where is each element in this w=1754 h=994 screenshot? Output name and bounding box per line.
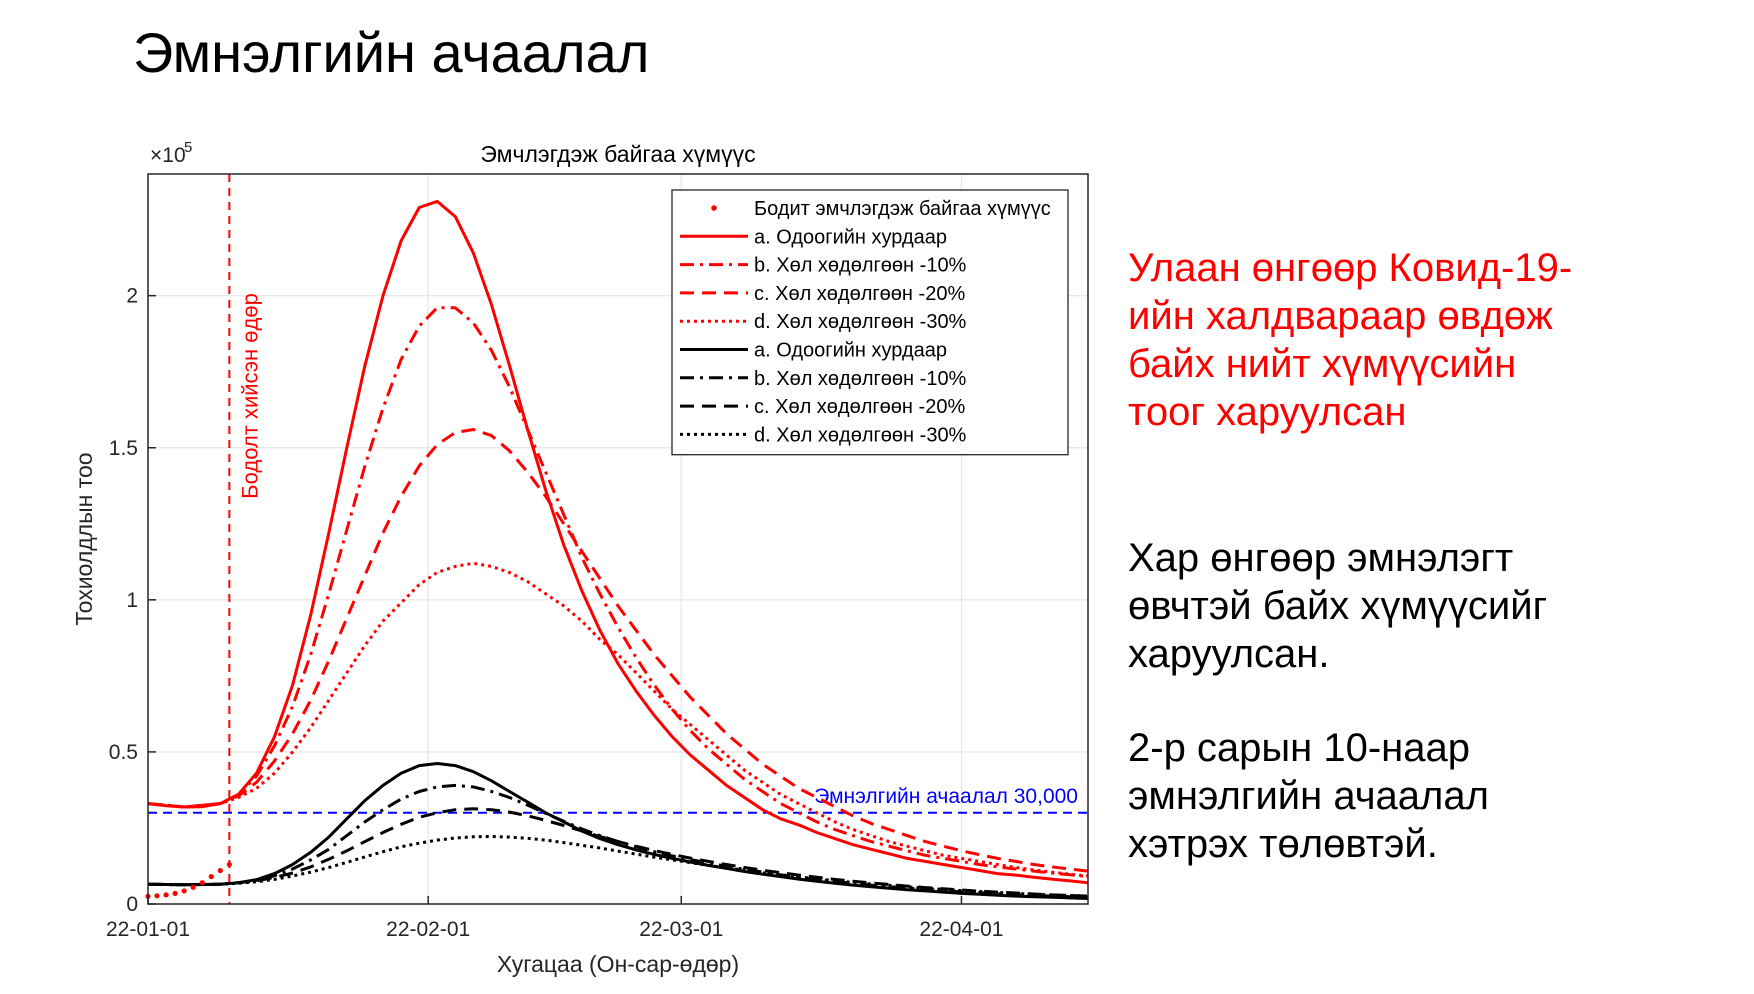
series-line xyxy=(147,306,1089,879)
series-line xyxy=(147,807,1089,898)
y-tick-label: 0.5 xyxy=(109,741,138,764)
side-note-red: Улаан өнгөөр Ковид-19- ийн халдвараар өвд… xyxy=(1128,244,1738,436)
side-note-red-line: ийн халдвараар өвдөж xyxy=(1128,294,1553,338)
y-tick-label: 1 xyxy=(126,589,138,612)
y-exponent-base: ×10 xyxy=(150,144,186,167)
observed-point xyxy=(226,861,232,868)
capacity-label: Эмнэлгийн ачаалал 30,000 xyxy=(814,785,1078,808)
observed-point xyxy=(172,890,178,896)
capacity-line-group: Эмнэлгийн ачаалал 30,000 Бодолт хийсэн өд… xyxy=(148,174,1088,904)
legend-marker xyxy=(711,205,717,211)
observed-point xyxy=(181,888,187,894)
observed-point xyxy=(163,892,169,898)
axes-box xyxy=(147,173,1089,905)
legend-label: d. Хөл хөдөлгөөн -30% xyxy=(754,311,967,333)
x-tick-label: 22-04-01 xyxy=(919,918,1003,941)
side-note-black-2-line: 2-р сарын 10-наар xyxy=(1128,726,1471,770)
series-line xyxy=(147,561,1089,878)
y-axis-label: Тохиолдлын тоо xyxy=(71,452,97,625)
decision-day-label: Бодолт хийсэн өдөр xyxy=(237,293,262,499)
legend: Бодит эмчлэгдэж байгаа хүмүүс a. Одоогийн… xyxy=(671,189,1069,456)
side-note-red-line: тоог харуулсан xyxy=(1128,390,1407,434)
legend-label: d. Хөл хөдөлгөөн -30% xyxy=(754,424,967,446)
side-note-black-2-line: эмнэлгийн ачаалал xyxy=(1128,774,1489,818)
series-lines xyxy=(145,199,1089,900)
x-tick-label: 22-01-01 xyxy=(106,918,190,941)
observed-point xyxy=(154,893,160,899)
y-exponent: ×105 xyxy=(150,139,192,167)
legend-label: c. Хөл хөдөлгөөн -20% xyxy=(754,396,965,418)
side-note-black-1-line: харуулсан. xyxy=(1128,632,1330,676)
legend-label: a. Одоогийн хурдаар xyxy=(754,226,947,248)
y-exponent-power: 5 xyxy=(184,139,192,156)
observed-point xyxy=(217,867,223,874)
observed-point xyxy=(208,874,214,880)
side-note-red-line: Улаан өнгөөр Ковид-19- xyxy=(1128,246,1573,290)
side-note-black-2: 2-р сарын 10-наар эмнэлгийн ачаалал хэтрэх… xyxy=(1128,724,1738,868)
axes: 22-01-01 22-02-01 22-03-01 22-04-01 0 0.5 1 1.5… xyxy=(71,139,1089,977)
y-tick-label: 0 xyxy=(126,893,138,916)
slide-title: Эмнэлгийн ачаалал xyxy=(133,21,650,84)
side-note-red-line: байх нийт хүмүүсийн xyxy=(1128,342,1517,386)
legend-label: a. Одоогийн хурдаар xyxy=(754,340,947,362)
legend-label: c. Хөл хөдөлгөөн -20% xyxy=(754,283,965,305)
observed-point xyxy=(199,880,205,886)
side-note-black-2-line: хэтрэх төлөвтэй. xyxy=(1128,822,1438,866)
y-tick-label: 1.5 xyxy=(109,437,138,460)
side-note-black-1-line: өвчтэй байх хүмүүсийг xyxy=(1128,584,1548,628)
side-note-black-1-line: Хар өнгөөр эмнэлэгт xyxy=(1128,536,1514,580)
x-tick-label: 22-02-01 xyxy=(386,918,470,941)
series-line xyxy=(147,199,1089,885)
x-axis-label: Хугацаа (Он-сар-өдөр) xyxy=(497,951,739,977)
legend-label: Бодит эмчлэгдэж байгаа хүмүүс xyxy=(754,198,1051,220)
legend-label: b. Хөл хөдөлгөөн -10% xyxy=(754,368,967,390)
side-note-black-1: Хар өнгөөр эмнэлэгт өвчтэй байх хүмүүсийг… xyxy=(1128,534,1738,678)
chart-title: Эмчлэгдэж байгаа хүмүүс xyxy=(480,141,755,167)
series-line xyxy=(147,428,1089,873)
legend-label: b. Хөл хөдөлгөөн -10% xyxy=(754,255,967,277)
observed-point xyxy=(190,884,196,890)
series-line xyxy=(147,762,1089,900)
y-tick-label: 2 xyxy=(126,285,138,308)
x-tick-label: 22-03-01 xyxy=(639,918,723,941)
